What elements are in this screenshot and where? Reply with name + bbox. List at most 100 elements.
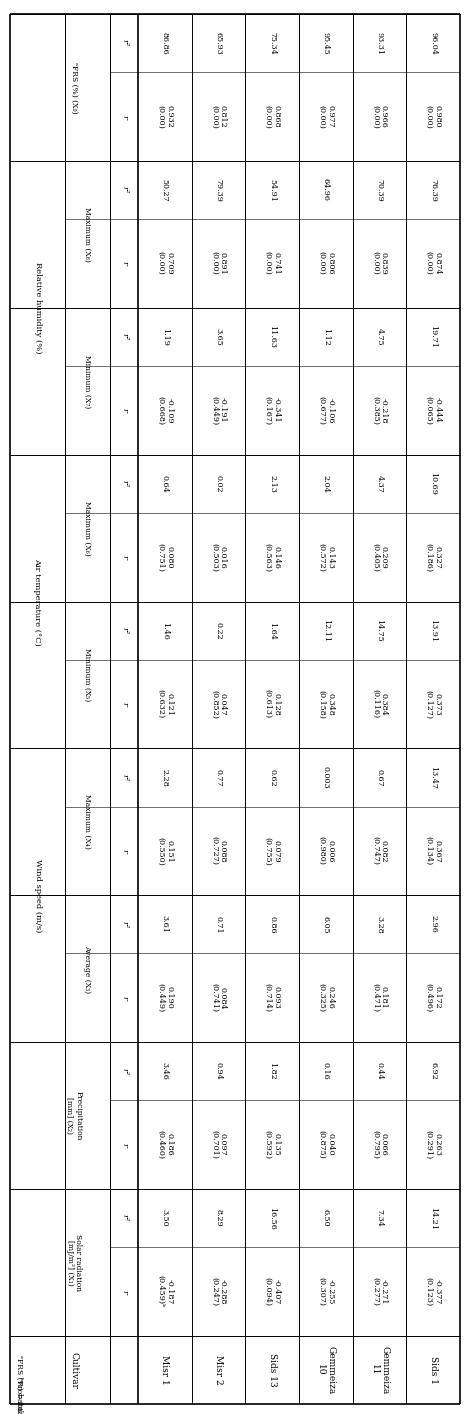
Text: r²: r²: [120, 334, 128, 341]
Text: 3.28: 3.28: [375, 915, 383, 933]
Text: Air temperature (°C): Air temperature (°C): [34, 557, 42, 645]
Text: 0.016
(0.503): 0.016 (0.503): [210, 543, 227, 571]
Text: Wind speed (m/s): Wind speed (m/s): [34, 858, 42, 932]
Text: 0.373
(0.127): 0.373 (0.127): [425, 690, 442, 718]
Text: r²: r²: [120, 479, 128, 488]
Text: 4.37: 4.37: [375, 475, 383, 492]
Text: 0.977
(0.00): 0.977 (0.00): [318, 105, 334, 129]
Text: 0.135
(0.592): 0.135 (0.592): [264, 1130, 281, 1159]
Text: 0.186
(0.460): 0.186 (0.460): [156, 1130, 173, 1159]
Text: Minimum (X₇): Minimum (X₇): [83, 355, 91, 407]
Text: 0.006
(0.980): 0.006 (0.980): [318, 837, 334, 865]
Text: Minimum (X₅): Minimum (X₅): [83, 649, 91, 701]
Text: Relative humidity (%): Relative humidity (%): [34, 262, 42, 354]
Text: Sids 13: Sids 13: [268, 1353, 277, 1387]
Text: 54.91: 54.91: [268, 178, 276, 201]
Text: Maximum (X₄): Maximum (X₄): [83, 795, 91, 850]
Text: 0.02: 0.02: [215, 475, 222, 492]
Text: -0.109
(0.668): -0.109 (0.668): [156, 396, 173, 424]
Text: 0.839
(0.00): 0.839 (0.00): [371, 252, 388, 276]
Text: 10.69: 10.69: [429, 472, 437, 495]
Text: r: r: [120, 115, 128, 119]
Text: 0.263
(0.291): 0.263 (0.291): [425, 1130, 442, 1159]
Text: 0.121
(0.632): 0.121 (0.632): [156, 690, 173, 718]
Text: -0.288
(0.247): -0.288 (0.247): [210, 1277, 227, 1307]
Text: 0.77: 0.77: [215, 769, 222, 786]
Text: 0.67: 0.67: [375, 769, 383, 786]
Text: 2.04: 2.04: [322, 475, 330, 492]
Text: 0.62: 0.62: [268, 769, 276, 786]
Text: 0.932
(0.00): 0.932 (0.00): [156, 105, 173, 129]
Text: r: r: [120, 995, 128, 1000]
Text: 0.94: 0.94: [215, 1062, 222, 1080]
Text: 0.384
(0.116): 0.384 (0.116): [371, 690, 388, 718]
Text: 0.047
(0.852): 0.047 (0.852): [210, 690, 227, 718]
Text: 1.64: 1.64: [268, 622, 276, 639]
Text: 0.64: 0.64: [161, 475, 169, 492]
Text: 0.209
(0.405): 0.209 (0.405): [371, 543, 388, 571]
Text: -0.255
(0.307): -0.255 (0.307): [318, 1277, 334, 1307]
Text: -0.271
(0.277): -0.271 (0.277): [371, 1277, 388, 1307]
Text: Maximum (X₆): Maximum (X₆): [83, 501, 91, 556]
Text: 12.11: 12.11: [322, 619, 330, 642]
Text: 0.146
(0.563): 0.146 (0.563): [264, 543, 281, 571]
Text: 96.04: 96.04: [429, 31, 437, 55]
Text: 1.82: 1.82: [268, 1062, 276, 1080]
Text: -0.377
(0.123): -0.377 (0.123): [425, 1277, 442, 1307]
Text: 14.75: 14.75: [375, 619, 383, 642]
Text: r: r: [120, 556, 128, 559]
Text: 65.93: 65.93: [215, 31, 222, 55]
Text: 86.86: 86.86: [161, 31, 169, 55]
Text: 0.812
(0.00): 0.812 (0.00): [210, 105, 227, 129]
Text: 0.709
(0.00): 0.709 (0.00): [156, 252, 173, 276]
Text: 2.13: 2.13: [268, 475, 276, 492]
Text: r: r: [120, 1290, 128, 1294]
Text: r: r: [120, 262, 128, 266]
Text: 0.190
(0.449): 0.190 (0.449): [156, 983, 173, 1012]
Text: -0.191
(0.449): -0.191 (0.449): [210, 396, 227, 426]
Text: 6.92: 6.92: [429, 1062, 437, 1080]
Text: 0.868
(0.00): 0.868 (0.00): [264, 105, 281, 129]
Text: 0.097
(0.701): 0.097 (0.701): [210, 1130, 227, 1159]
Text: Cultivar: Cultivar: [70, 1352, 79, 1389]
Text: Maximum (X₈): Maximum (X₈): [83, 206, 91, 262]
Text: 1.19: 1.19: [161, 328, 169, 346]
Text: Gemmeiza
11: Gemmeiza 11: [370, 1346, 389, 1394]
Text: Misr 2: Misr 2: [214, 1355, 223, 1384]
Text: 0.080
(0.751): 0.080 (0.751): [156, 543, 173, 571]
Text: 0.741
(0.00): 0.741 (0.00): [264, 252, 281, 276]
Text: 0.088
(0.727): 0.088 (0.727): [210, 837, 227, 865]
Text: r²: r²: [120, 626, 128, 635]
Text: 3.61: 3.61: [161, 915, 169, 933]
Text: 13.91: 13.91: [429, 619, 437, 642]
Text: Solar radiation
[mJ/m²] (X₁): Solar radiation [mJ/m²] (X₁): [65, 1234, 82, 1291]
Text: 76.39: 76.39: [429, 178, 437, 201]
Text: r: r: [120, 703, 128, 706]
Text: ᵃFRS (%) (X₉): ᵃFRS (%) (X₉): [70, 62, 78, 113]
Text: -0.341
(0.167): -0.341 (0.167): [264, 396, 281, 424]
Text: 6.05: 6.05: [322, 916, 330, 933]
Text: 3.46: 3.46: [161, 1062, 169, 1080]
Text: 6.50: 6.50: [322, 1209, 330, 1227]
Text: 0.079
(0.755): 0.079 (0.755): [264, 837, 281, 865]
Text: 19.71: 19.71: [429, 325, 437, 348]
Text: 0.22: 0.22: [215, 622, 222, 639]
Text: 0.040
(0.875): 0.040 (0.875): [318, 1130, 334, 1159]
Text: 0.151
(0.550): 0.151 (0.550): [156, 837, 173, 865]
Text: 3.50: 3.50: [161, 1209, 169, 1227]
Text: 0.082
(0.747): 0.082 (0.747): [371, 837, 388, 865]
Text: 0.367
(0.134): 0.367 (0.134): [425, 836, 442, 865]
Text: Misr 1: Misr 1: [160, 1355, 169, 1384]
Text: 0.093
(0.714): 0.093 (0.714): [264, 983, 281, 1012]
Text: 0.084
(0.741): 0.084 (0.741): [210, 983, 227, 1012]
Text: -0.407
(0.094): -0.407 (0.094): [264, 1277, 281, 1307]
Text: 0.874
(0.00): 0.874 (0.00): [425, 252, 442, 276]
Text: 93.31: 93.31: [375, 31, 383, 55]
Text: 0.172
(0.496): 0.172 (0.496): [425, 983, 442, 1012]
Text: 0.891
(0.00): 0.891 (0.00): [210, 252, 227, 276]
Text: -0.187
(0.459)ᵇ: -0.187 (0.459)ᵇ: [156, 1275, 173, 1308]
Text: 50.27: 50.27: [161, 178, 169, 201]
Text: r: r: [120, 1143, 128, 1147]
Text: 2.28: 2.28: [161, 769, 169, 786]
Text: 3.65: 3.65: [215, 328, 222, 346]
